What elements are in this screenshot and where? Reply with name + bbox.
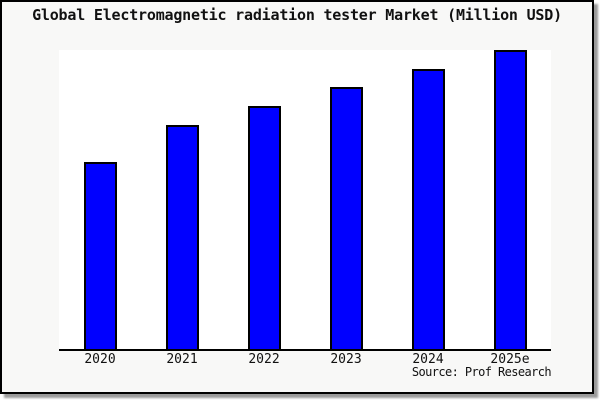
bar-2023 [329, 87, 363, 349]
x-tick-label-2020: 2020 [84, 352, 116, 367]
x-tick-label-2024: 2024 [412, 352, 444, 367]
bar-2024 [411, 69, 445, 349]
x-tick-label-2023: 2023 [330, 352, 362, 367]
bar-2022 [247, 106, 281, 349]
bar-2021 [165, 125, 199, 349]
x-tick-label-2021: 2021 [166, 352, 198, 367]
x-tick-label-2022: 2022 [248, 352, 280, 367]
source-label: Source: Prof Research [411, 365, 552, 379]
x-tick-label-2025e: 2025e [490, 352, 530, 367]
chart-title: Global Electromagnetic radiation tester … [32, 6, 562, 24]
x-axis-labels: 2020 2021 2022 2023 2024 2025e [59, 352, 551, 368]
plot-area [59, 50, 551, 351]
bar-2020 [83, 162, 117, 349]
bar-2025e [493, 50, 527, 349]
